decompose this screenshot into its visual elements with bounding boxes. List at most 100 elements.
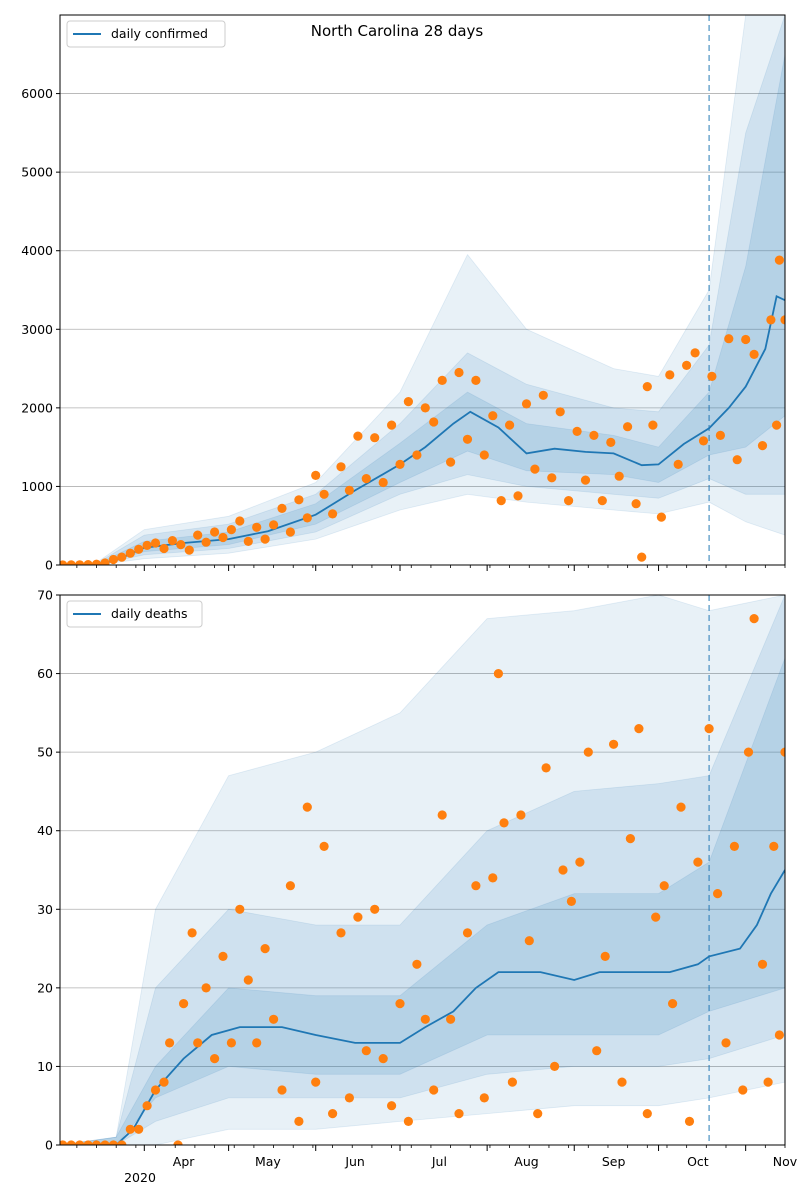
data-point [693, 857, 703, 867]
data-point [336, 462, 346, 472]
data-point [471, 881, 481, 891]
uncertainty-bands [60, 15, 785, 565]
data-point [370, 433, 380, 443]
data-point [60, 560, 68, 565]
data-point [471, 375, 481, 385]
data-point [165, 1038, 175, 1048]
data-point [412, 959, 422, 969]
band-inner-area [60, 657, 785, 1145]
data-point [580, 475, 591, 485]
data-point [420, 1014, 430, 1024]
data-point [285, 881, 295, 891]
y-tick-label: 0 [45, 558, 53, 573]
data-point [550, 1061, 560, 1071]
data-point [370, 904, 380, 914]
data-point [538, 390, 548, 400]
data-point [648, 420, 658, 430]
data-point [328, 509, 338, 519]
y-tick-label: 10 [37, 1059, 53, 1074]
data-point [294, 495, 304, 505]
series-line [60, 869, 785, 1145]
data-point [210, 527, 220, 537]
data-point [235, 904, 245, 914]
legend: daily confirmed [66, 20, 226, 48]
y-tick-label: 60 [37, 666, 53, 681]
x-axis-ticks [76, 1145, 786, 1151]
data-point [378, 1054, 388, 1064]
data-point [642, 382, 652, 392]
data-point [513, 491, 523, 501]
data-point [479, 450, 489, 460]
data-point [142, 1101, 152, 1111]
y-axis-ticks: 0 10 20 30 40 50 60 70 [37, 588, 60, 1153]
year-label: 2020 [124, 1170, 156, 1185]
data-point [659, 881, 669, 891]
data-point [583, 747, 593, 757]
data-point [493, 669, 503, 679]
data-point [302, 513, 312, 523]
data-point [575, 857, 585, 867]
data-point [159, 1077, 169, 1087]
data-point [772, 420, 782, 430]
data-point [361, 1046, 371, 1056]
data-point [774, 1030, 785, 1040]
data-point [763, 1077, 773, 1087]
data-point [516, 810, 526, 820]
data-point [150, 1085, 161, 1095]
x-tick-label: Oct [687, 1154, 709, 1169]
data-point [741, 334, 751, 345]
band-mid-area [60, 595, 785, 1145]
data-point [631, 499, 641, 509]
data-point [446, 457, 456, 467]
data-point [600, 951, 610, 962]
data-point [260, 534, 270, 544]
data-point [344, 1093, 354, 1103]
data-point [353, 912, 363, 922]
data-point [187, 928, 197, 938]
data-point [634, 724, 644, 734]
data-point [524, 936, 534, 946]
data-point [91, 559, 102, 565]
plot-frame [59, 14, 786, 566]
data-point [319, 489, 329, 499]
data-point [698, 436, 709, 446]
data-point [656, 512, 667, 522]
data-point [226, 525, 236, 535]
data-point [75, 560, 85, 565]
legend: daily deaths [66, 600, 203, 628]
data-point [311, 470, 321, 480]
data-point [176, 540, 186, 550]
confirmed-chart-panel: 0 1000 2000 3000 4000 5000 6000 North Carolina… [21, 14, 786, 573]
data-point [108, 554, 118, 565]
data-point [566, 896, 577, 907]
data-point [673, 459, 683, 469]
data-point [651, 912, 661, 922]
x-tick-label: Apr [173, 1154, 195, 1169]
data-point [684, 1116, 695, 1126]
x-axis-ticks [76, 565, 786, 571]
data-point [378, 477, 388, 488]
data-point [488, 411, 498, 421]
data-point [429, 1085, 439, 1095]
data-point [277, 503, 287, 513]
data-point [780, 747, 785, 757]
legend-box [66, 20, 226, 48]
data-point [336, 928, 346, 938]
y-tick-label: 20 [37, 980, 53, 995]
uncertainty-bands [60, 595, 785, 1145]
data-point [66, 1140, 76, 1145]
x-tick-label: May [255, 1154, 281, 1169]
data-point [606, 437, 616, 447]
data-point [285, 527, 295, 537]
data-point [83, 560, 93, 565]
data-point [60, 1140, 68, 1145]
data-point [100, 1140, 110, 1145]
data-point [462, 928, 473, 938]
y-tick-label: 70 [37, 588, 53, 603]
y-axis-ticks: 0 1000 2000 3000 4000 5000 6000 [21, 86, 60, 573]
data-point [125, 548, 135, 558]
data-point [201, 983, 211, 993]
data-point [749, 614, 759, 624]
x-tick-label: Jul [431, 1154, 447, 1169]
